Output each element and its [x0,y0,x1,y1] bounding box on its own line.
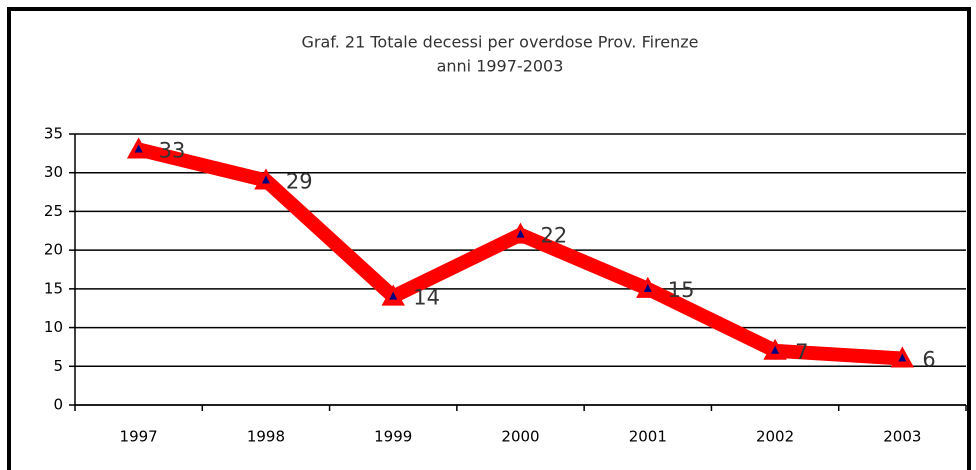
y-tick-label: 20 [44,241,63,259]
marker-inner [516,229,525,238]
marker-inner [389,291,398,300]
x-tick-label: 2003 [883,428,921,446]
data-label: 22 [541,224,568,248]
x-tick-label: 2001 [629,428,667,446]
data-label: 15 [668,278,695,302]
y-tick-label: 30 [44,163,63,181]
chart-title: Graf. 21 Totale decessi per overdose Pro… [302,33,699,52]
data-label: 6 [922,348,935,372]
data-label: 7 [795,340,808,364]
chart-subtitle: anni 1997-2003 [437,57,564,76]
marker-inner [771,345,780,354]
marker-inner [261,175,270,184]
x-tick-label: 2002 [756,428,794,446]
x-tick-label: 2000 [501,428,539,446]
marker-inner [898,353,907,362]
x-tick-label: 1997 [120,428,158,446]
data-label: 14 [413,286,440,310]
chart-border [7,7,971,470]
x-tick-label: 1999 [374,428,412,446]
x-tick-label: 1998 [247,428,285,446]
marker-inner [134,144,143,153]
marker-inner [643,283,652,292]
y-tick-label: 5 [53,357,63,375]
data-label: 29 [286,169,313,193]
data-label: 33 [159,138,186,162]
y-tick-label: 35 [44,125,63,143]
y-tick-label: 10 [44,318,63,336]
y-tick-label: 0 [53,396,63,414]
y-tick-label: 25 [44,202,63,220]
y-tick-label: 15 [44,279,63,297]
